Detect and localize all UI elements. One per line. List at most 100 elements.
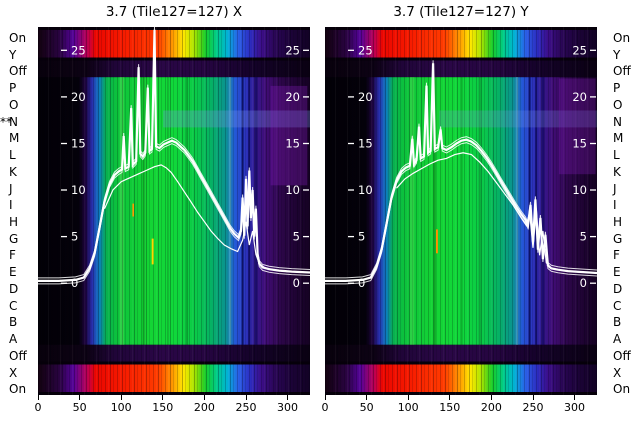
row-label: J <box>613 181 617 196</box>
svg-text:25: 25 <box>572 43 587 57</box>
row-label: G <box>613 231 623 246</box>
x-tick-label: 150 <box>439 401 461 414</box>
svg-text:15: 15 <box>358 137 373 151</box>
svg-text:15: 15 <box>572 137 587 151</box>
x-tick-label: 100 <box>397 401 419 414</box>
row-label: J <box>9 181 13 196</box>
row-marker: ** <box>0 114 12 129</box>
svg-text:5: 5 <box>358 230 365 244</box>
x-tick-label: 0 <box>34 401 42 414</box>
x-tick-label: 250 <box>522 401 544 414</box>
row-label: N <box>613 114 622 129</box>
row-label: O <box>9 97 19 112</box>
row-label: B <box>613 315 622 330</box>
x-tick-mark <box>162 395 164 400</box>
row-label: Off <box>9 64 27 79</box>
row-label: I <box>613 198 617 213</box>
x-tick-mark <box>287 395 288 400</box>
row-label: Off <box>613 64 631 79</box>
svg-text:0: 0 <box>580 276 587 290</box>
x-tick-mark <box>407 395 409 400</box>
svg-text:10: 10 <box>572 183 587 197</box>
x-tick-mark <box>37 395 39 400</box>
x-tick-mark <box>324 395 326 400</box>
x-tick-label: 300 <box>277 401 298 414</box>
row-label: O <box>613 97 623 112</box>
x-tick-mark <box>490 395 492 400</box>
x-tick-mark <box>203 395 205 400</box>
row-label: N <box>9 114 18 129</box>
x-tick-mark <box>574 395 575 400</box>
svg-text:10: 10 <box>285 183 300 197</box>
row-label: C <box>613 298 622 313</box>
x-tick-mark <box>79 395 81 400</box>
svg-text:20: 20 <box>358 90 373 104</box>
heatmap-canvas-x: 0 0 5 5 10 10 15 15 20 20 25 25 <box>38 27 310 395</box>
x-tick-label: 300 <box>564 401 585 414</box>
row-label: L <box>9 148 16 163</box>
row-label: A <box>613 332 622 347</box>
svg-text:15: 15 <box>71 137 86 151</box>
svg-text:25: 25 <box>71 43 86 57</box>
plot-title-x: 3.7 (Tile127=127) X <box>105 4 243 20</box>
row-label: On <box>613 31 631 45</box>
row-label: Off <box>613 348 631 363</box>
svg-text:25: 25 <box>285 43 300 57</box>
row-label: Y <box>613 47 621 62</box>
x-tick-mark <box>245 395 247 400</box>
x-tick-mark <box>120 395 122 400</box>
row-label: H <box>9 214 19 229</box>
svg-text:5: 5 <box>293 230 300 244</box>
row-label: E <box>9 265 17 280</box>
row-label: B <box>9 315 18 330</box>
row-label: Y <box>9 47 17 62</box>
svg-text:10: 10 <box>358 183 373 197</box>
row-label: E <box>613 265 621 280</box>
row-label: F <box>613 248 620 263</box>
x-tick-label: 50 <box>359 401 374 414</box>
svg-text:5: 5 <box>71 230 78 244</box>
row-label: H <box>613 214 623 229</box>
row-label: I <box>9 198 13 213</box>
x-tick-label: 50 <box>72 401 87 414</box>
row-label: X <box>613 365 622 380</box>
x-tick-mark <box>366 395 368 400</box>
row-label: F <box>9 248 16 263</box>
row-label: K <box>9 164 17 179</box>
x-tick-label: 0 <box>321 401 329 414</box>
plot-y: 3.7 (Tile127=127) Y 0 0 5 5 10 10 15 15 20 20 25 25… <box>322 0 597 440</box>
svg-text:0: 0 <box>293 276 300 290</box>
row-label: X <box>9 365 18 380</box>
row-label: C <box>9 298 18 313</box>
svg-text:25: 25 <box>358 43 373 57</box>
x-tick-label: 200 <box>193 401 215 414</box>
row-label: On <box>613 382 631 397</box>
svg-text:5: 5 <box>580 230 587 244</box>
svg-text:20: 20 <box>572 90 587 104</box>
row-label: M <box>613 131 624 146</box>
x-tick-mark <box>532 395 534 400</box>
row-label: K <box>613 164 621 179</box>
svg-text:20: 20 <box>71 90 86 104</box>
row-label: Off <box>9 348 27 363</box>
row-label: G <box>9 231 19 246</box>
row-label: M <box>9 131 20 146</box>
svg-text:15: 15 <box>285 137 300 151</box>
row-labels-left: On Y Off P O N M L K J I H G F E D C B A Off X On <box>9 0 37 440</box>
plot-x: 3.7 (Tile127=127) X 0 0 5 5 10 10 15 15 20 20 25 25… <box>35 0 310 440</box>
row-label: On <box>9 382 27 397</box>
x-tick-label: 200 <box>480 401 502 414</box>
x-tick-label: 100 <box>110 401 132 414</box>
row-label: A <box>9 332 18 347</box>
x-tick-mark <box>449 395 451 400</box>
row-label: P <box>613 81 621 96</box>
heatmap-canvas-y: 0 0 5 5 10 10 15 15 20 20 25 25 <box>325 27 597 395</box>
row-label: L <box>613 148 620 163</box>
row-label: P <box>9 81 17 96</box>
svg-text:20: 20 <box>285 90 300 104</box>
row-label: D <box>613 281 623 296</box>
row-labels-right: On Y Off P O N M L K J I H G F E D C B A Off X On <box>613 0 639 440</box>
